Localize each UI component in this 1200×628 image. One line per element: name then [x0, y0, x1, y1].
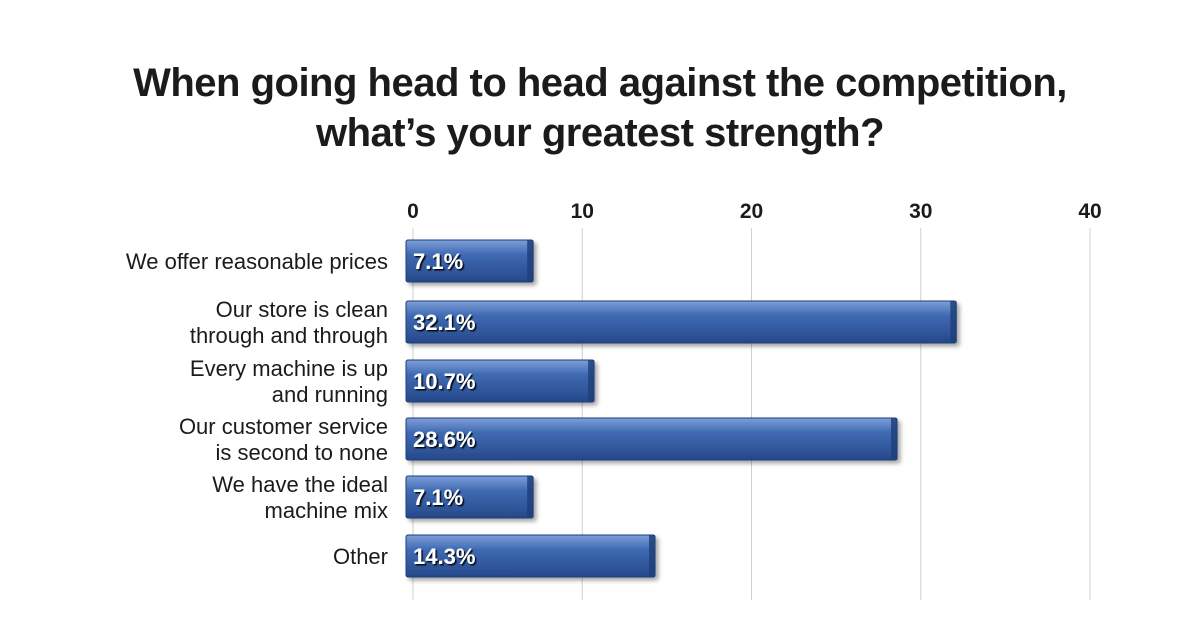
bar-end-cap: [649, 535, 656, 577]
category-label: Our customer service: [179, 414, 388, 439]
bar-end-cap: [891, 418, 898, 460]
category-label: Every machine is up: [190, 356, 388, 381]
data-label: 28.6%: [413, 427, 475, 452]
data-label: 14.3%: [413, 544, 475, 569]
chart-title-line-1: When going head to head against the comp…: [133, 61, 1067, 105]
bar: [405, 300, 957, 344]
bars: 7.1% 32.1% 10.7% 28.6% 7.1% 14.3%: [405, 239, 957, 578]
bar-end-cap: [950, 301, 957, 343]
chart-title-line-2: what’s your greatest strength?: [315, 111, 885, 155]
x-tick-label: 30: [909, 200, 932, 223]
chart-title: When going head to head against the comp…: [0, 58, 1200, 158]
category-label: through and through: [190, 323, 388, 348]
bar-end-cap: [527, 240, 534, 282]
x-axis-ticks: 0 10 20 30 40: [407, 200, 1102, 223]
bar: [405, 359, 595, 403]
data-label: 7.1%: [413, 485, 463, 510]
bar: [405, 417, 898, 461]
x-tick-label: 10: [571, 200, 594, 223]
category-label: and running: [272, 382, 388, 407]
category-label: Other: [333, 544, 388, 569]
category-label: is second to none: [216, 440, 388, 465]
category-label: We have the ideal: [212, 472, 388, 497]
x-tick-label: 40: [1078, 200, 1101, 223]
data-label: 32.1%: [413, 310, 475, 335]
x-tick-label: 20: [740, 200, 763, 223]
category-labels: We offer reasonable prices Our store is c…: [126, 249, 388, 569]
data-label: 7.1%: [413, 249, 463, 274]
category-label: Our store is clean: [216, 297, 388, 322]
category-label: machine mix: [265, 498, 388, 523]
bar-end-cap: [588, 360, 595, 402]
bar-end-cap: [527, 476, 534, 518]
category-label: We offer reasonable prices: [126, 249, 388, 274]
data-label: 10.7%: [413, 369, 475, 394]
x-tick-label: 0: [407, 200, 419, 223]
